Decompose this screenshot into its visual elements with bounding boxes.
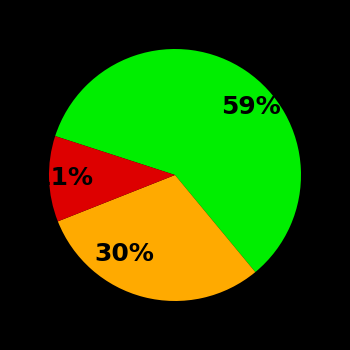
Text: 11%: 11%: [33, 166, 93, 190]
Text: 59%: 59%: [221, 95, 281, 119]
Text: 30%: 30%: [95, 242, 155, 266]
Wedge shape: [49, 136, 175, 222]
Wedge shape: [58, 175, 255, 301]
Wedge shape: [55, 49, 301, 272]
